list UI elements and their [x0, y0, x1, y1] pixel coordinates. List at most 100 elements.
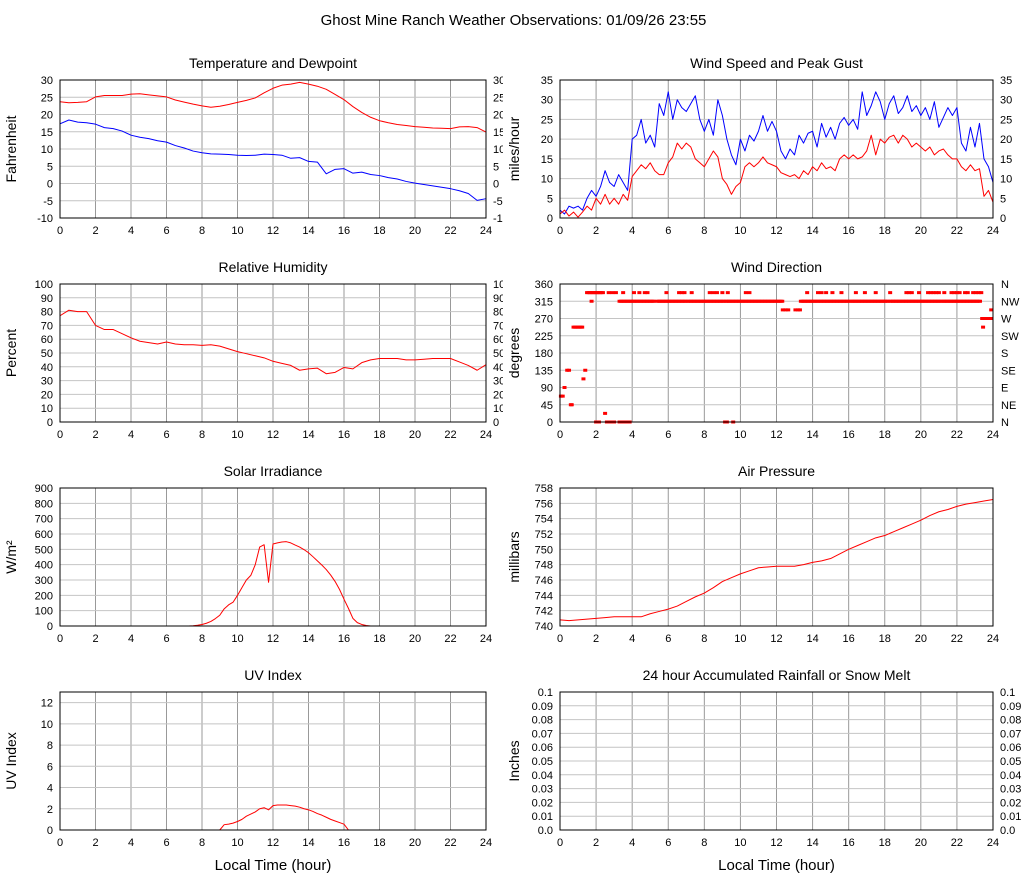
svg-text:12: 12: [770, 633, 782, 645]
svg-text:0: 0: [1000, 213, 1006, 225]
svg-text:6: 6: [665, 429, 671, 441]
svg-text:758: 758: [535, 483, 553, 495]
svg-text:22: 22: [444, 633, 456, 645]
svg-text:20: 20: [915, 225, 927, 237]
svg-text:12: 12: [770, 429, 782, 441]
svg-text:300: 300: [35, 575, 53, 587]
svg-text:18: 18: [879, 225, 891, 237]
svg-text:750: 750: [535, 544, 553, 556]
svg-text:18: 18: [373, 633, 385, 645]
svg-text:25: 25: [1000, 114, 1012, 126]
svg-text:0: 0: [493, 179, 499, 191]
svg-text:24: 24: [987, 429, 999, 441]
svg-text:0.04: 0.04: [1000, 770, 1021, 782]
svg-text:10: 10: [41, 719, 53, 731]
svg-text:20: 20: [915, 429, 927, 441]
svg-text:10: 10: [231, 429, 243, 441]
svg-text:0.0: 0.0: [1000, 825, 1015, 837]
svg-text:E: E: [1001, 383, 1008, 395]
svg-text:18: 18: [879, 837, 891, 849]
svg-text:6: 6: [163, 633, 169, 645]
svg-text:0.07: 0.07: [532, 728, 553, 740]
svg-text:12: 12: [267, 429, 279, 441]
svg-text:5: 5: [1000, 193, 1006, 205]
charts-grid: -10-5051015202530-10-5051015202530024681…: [0, 50, 1027, 880]
svg-text:30: 30: [541, 95, 553, 107]
svg-text:60: 60: [41, 334, 53, 346]
svg-text:18: 18: [879, 429, 891, 441]
svg-text:18: 18: [879, 633, 891, 645]
svg-text:0: 0: [47, 825, 53, 837]
svg-text:0.01: 0.01: [1000, 811, 1021, 823]
chart-wind-speed-peak-gust: 0 5 10 15 20 25 30 35 0 5 10 15 20 25 30 35 0 2 4 6 8 10 12 14 1…: [503, 50, 1027, 254]
svg-text:752: 752: [535, 529, 553, 541]
svg-text:20: 20: [915, 837, 927, 849]
svg-text:W/m²: W/m²: [3, 540, 19, 574]
svg-text:50: 50: [41, 348, 53, 360]
svg-text:10: 10: [41, 144, 53, 156]
svg-text:100: 100: [493, 279, 503, 291]
svg-text:22: 22: [951, 225, 963, 237]
svg-text:N: N: [1001, 417, 1009, 429]
svg-text:0.07: 0.07: [1000, 728, 1021, 740]
svg-text:70: 70: [493, 320, 503, 332]
svg-text:800: 800: [35, 498, 53, 510]
svg-text:22: 22: [444, 429, 456, 441]
svg-text:80: 80: [493, 307, 503, 319]
svg-text:-5: -5: [493, 196, 503, 208]
svg-text:Relative Humidity: Relative Humidity: [219, 259, 328, 275]
svg-text:0: 0: [557, 633, 563, 645]
svg-text:0: 0: [47, 179, 53, 191]
svg-text:22: 22: [444, 837, 456, 849]
svg-text:-10: -10: [37, 213, 53, 225]
svg-text:5: 5: [547, 193, 553, 205]
svg-text:20: 20: [915, 633, 927, 645]
svg-text:20: 20: [41, 389, 53, 401]
svg-text:24: 24: [987, 225, 999, 237]
svg-text:4: 4: [629, 837, 635, 849]
svg-text:0.04: 0.04: [532, 770, 553, 782]
svg-text:2: 2: [593, 633, 599, 645]
chart-accumulated-rainfall: 0.0 0.01 0.02 0.03 0.04 0.05 0.06 0.07 0.08 0.09 0…: [503, 662, 1027, 880]
accumulated-rainfall-plot: 0.00.010.020.030.040.050.060.070.080.090…: [506, 667, 1021, 874]
svg-text:Local Time (hour): Local Time (hour): [718, 857, 835, 874]
svg-text:8: 8: [199, 429, 205, 441]
svg-text:20: 20: [541, 134, 553, 146]
svg-text:135: 135: [535, 365, 553, 377]
svg-text:NE: NE: [1001, 400, 1016, 412]
svg-text:4: 4: [47, 783, 53, 795]
svg-text:20: 20: [409, 429, 421, 441]
svg-text:10: 10: [493, 144, 503, 156]
svg-text:0.0: 0.0: [538, 825, 553, 837]
svg-text:0.06: 0.06: [1000, 742, 1021, 754]
svg-text:8: 8: [199, 633, 205, 645]
svg-text:4: 4: [128, 837, 134, 849]
svg-text:W: W: [1001, 314, 1012, 326]
svg-text:30: 30: [493, 376, 503, 388]
svg-text:10: 10: [734, 633, 746, 645]
svg-text:24: 24: [480, 633, 492, 645]
svg-text:NW: NW: [1001, 296, 1020, 308]
svg-text:2: 2: [92, 225, 98, 237]
svg-text:8: 8: [47, 740, 53, 752]
svg-text:742: 742: [535, 606, 553, 618]
svg-text:millibars: millibars: [506, 531, 522, 582]
svg-text:22: 22: [951, 429, 963, 441]
svg-text:18: 18: [373, 225, 385, 237]
svg-text:270: 270: [535, 314, 553, 326]
svg-text:10: 10: [1000, 174, 1012, 186]
svg-text:18: 18: [373, 429, 385, 441]
svg-text:2: 2: [593, 837, 599, 849]
svg-text:80: 80: [41, 307, 53, 319]
svg-text:12: 12: [41, 698, 53, 710]
svg-text:16: 16: [843, 225, 855, 237]
svg-text:Solar Irradiance: Solar Irradiance: [224, 463, 323, 479]
svg-text:25: 25: [541, 114, 553, 126]
svg-text:8: 8: [701, 633, 707, 645]
svg-text:0: 0: [547, 213, 553, 225]
svg-text:0.09: 0.09: [532, 701, 553, 713]
svg-text:Percent: Percent: [3, 329, 19, 377]
svg-text:6: 6: [163, 429, 169, 441]
